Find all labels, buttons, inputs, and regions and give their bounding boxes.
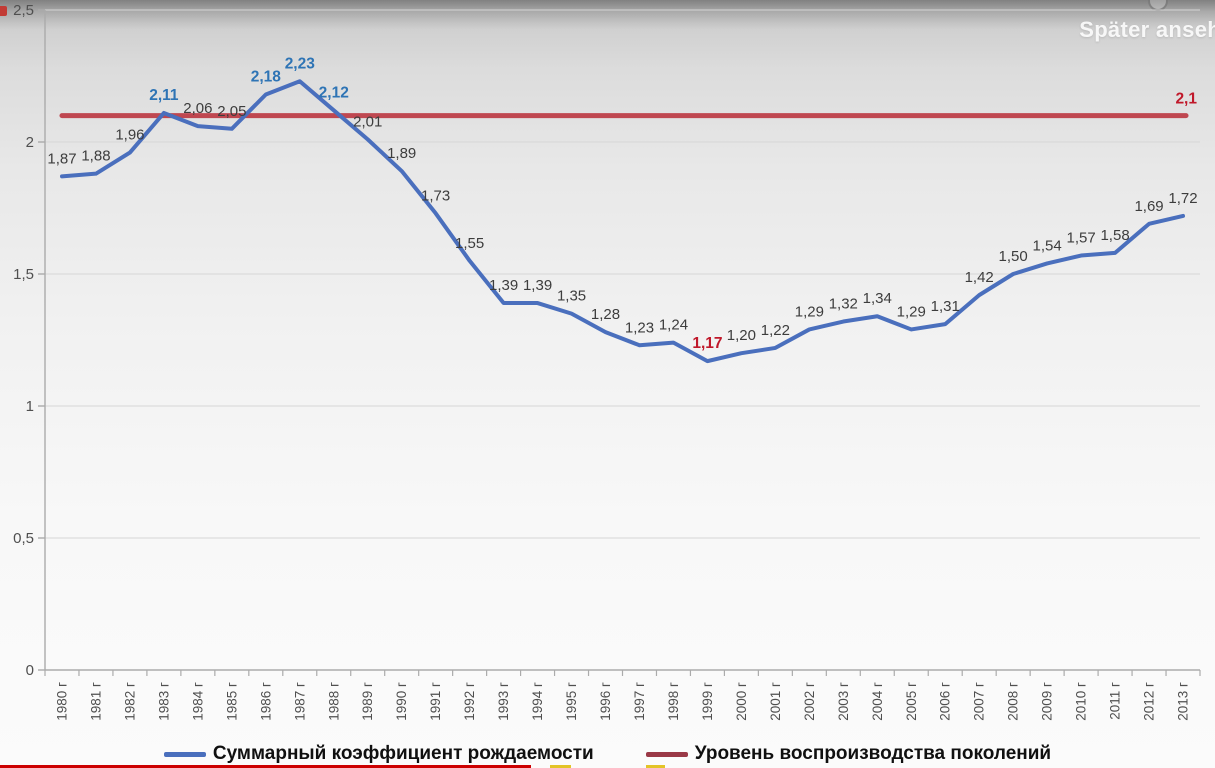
data-point-label: 1,88 xyxy=(81,148,110,165)
x-axis-label: 2008 г xyxy=(1006,682,1021,721)
x-axis-label: 1996 г xyxy=(598,682,613,721)
x-axis-label: 2005 г xyxy=(904,682,919,721)
data-point-label: 2,06 xyxy=(183,100,212,117)
data-point-label: 2,01 xyxy=(353,113,382,130)
x-axis-label: 1993 г xyxy=(496,682,511,721)
progress-ad-marker xyxy=(646,765,665,768)
data-point-label: 1,87 xyxy=(47,150,76,167)
data-point-label: 1,50 xyxy=(999,248,1028,265)
data-point-label: 1,42 xyxy=(965,269,994,286)
data-point-label: 1,20 xyxy=(727,327,756,344)
y-axis-label: 0,5 xyxy=(13,530,34,547)
data-point-label: 1,28 xyxy=(591,306,620,323)
y-axis-label: 2,5 xyxy=(13,2,34,19)
data-point-label: 2,18 xyxy=(251,68,282,85)
x-axis-label: 2001 г xyxy=(768,682,783,721)
data-point-label: 1,58 xyxy=(1100,227,1129,244)
data-point-label: 2,11 xyxy=(149,87,179,104)
left-edge-red-artifact xyxy=(0,6,7,16)
x-axis-label: 1987 г xyxy=(292,682,307,721)
data-point-label: 1,17 xyxy=(692,335,722,352)
x-axis-label: 1999 г xyxy=(700,682,715,721)
legend-item-replacement-level: Уровень воспроизводства поколений xyxy=(645,743,1052,765)
data-point-label: 1,29 xyxy=(795,303,824,320)
x-axis-label: 2013 г xyxy=(1176,682,1191,721)
data-point-label: 1,34 xyxy=(863,290,892,307)
x-axis-label: 1997 г xyxy=(632,682,647,721)
x-axis-label: 1998 г xyxy=(666,682,681,721)
video-progress-bar[interactable] xyxy=(0,765,1215,768)
data-point-label: 2,12 xyxy=(319,84,349,101)
x-axis-label: 2003 г xyxy=(836,682,851,721)
legend-line-swatch-red xyxy=(645,751,688,757)
legend-line-swatch-blue xyxy=(163,751,206,757)
data-point-label: 2,05 xyxy=(217,103,246,120)
y-axis-label: 2 xyxy=(26,134,34,151)
x-axis-label: 1981 г xyxy=(88,682,103,721)
data-point-label: 1,55 xyxy=(455,235,484,252)
x-axis-label: 1983 г xyxy=(156,682,171,721)
x-axis-label: 2007 г xyxy=(972,682,987,721)
data-point-label: 1,31 xyxy=(931,298,960,315)
data-point-label: 1,24 xyxy=(659,317,688,334)
x-axis-label: 2009 г xyxy=(1040,682,1055,721)
legend-label-replacement-level: Уровень воспроизводства поколений xyxy=(694,743,1052,764)
x-axis-label: 1980 г xyxy=(54,682,69,721)
data-point-label: 1,22 xyxy=(761,322,790,339)
data-point-label: 1,32 xyxy=(829,296,858,313)
y-axis-label: 1,5 xyxy=(13,266,34,283)
x-axis-label: 2012 г xyxy=(1142,682,1157,721)
data-point-label: 1,69 xyxy=(1134,198,1163,215)
data-point-label: 1,39 xyxy=(489,277,518,294)
data-point-label: 1,29 xyxy=(897,303,926,320)
data-point-label: 1,35 xyxy=(557,288,586,305)
chart-legend: Суммарный коэффициент рождаемости Уровен… xyxy=(0,743,1215,765)
x-axis-label: 2000 г xyxy=(734,682,749,721)
x-axis-label: 1984 г xyxy=(190,682,205,721)
data-point-label: 1,89 xyxy=(387,145,416,162)
x-axis-label: 2002 г xyxy=(802,682,817,721)
data-point-label: 1,54 xyxy=(1033,237,1062,254)
data-point-label: 1,57 xyxy=(1067,230,1096,247)
y-axis-label: 0 xyxy=(26,662,34,679)
x-axis-label: 2010 г xyxy=(1074,682,1089,721)
x-axis-label: 1985 г xyxy=(224,682,239,721)
data-point-label: 1,23 xyxy=(625,319,654,336)
x-axis-label: 2011 г xyxy=(1108,682,1123,720)
legend-item-fertility-rate: Суммарный коэффициент рождаемости xyxy=(163,743,594,765)
x-axis-label: 1989 г xyxy=(360,682,375,721)
data-point-label: 1,72 xyxy=(1168,190,1197,207)
data-point-label: 2,23 xyxy=(285,55,316,72)
x-axis-label: 1986 г xyxy=(258,682,273,721)
x-axis-label: 1990 г xyxy=(394,682,409,721)
y-axis-label: 1 xyxy=(26,398,34,415)
data-point-label: 1,96 xyxy=(115,127,144,144)
progress-ad-marker xyxy=(550,765,572,768)
x-axis-label: 2004 г xyxy=(870,682,885,721)
progress-watched xyxy=(0,765,531,768)
data-point-label: 1,73 xyxy=(421,187,450,204)
chart-canvas: 0 0,5 1 1,5 2 2,5 1980 г 1981 г 1982 г 1983 г 1984… xyxy=(13,2,1201,721)
x-axis-label: 1988 г xyxy=(326,682,341,721)
x-axis-label: 1994 г xyxy=(530,682,545,721)
legend-label-fertility-rate: Суммарный коэффициент рождаемости xyxy=(212,743,594,764)
x-axis-label: 1992 г xyxy=(462,682,477,721)
x-axis-label: 1991 г xyxy=(428,682,443,721)
watch-later-label[interactable]: Später anseh xyxy=(1079,17,1215,42)
x-axis-label: 1982 г xyxy=(122,682,137,721)
fertility-rate-line xyxy=(59,79,1186,364)
x-axis-label: 2006 г xyxy=(938,682,953,721)
x-axis-label: 1995 г xyxy=(564,682,579,721)
reference-line-label: 2,1 xyxy=(1175,91,1197,108)
data-point-label: 1,39 xyxy=(523,277,552,294)
